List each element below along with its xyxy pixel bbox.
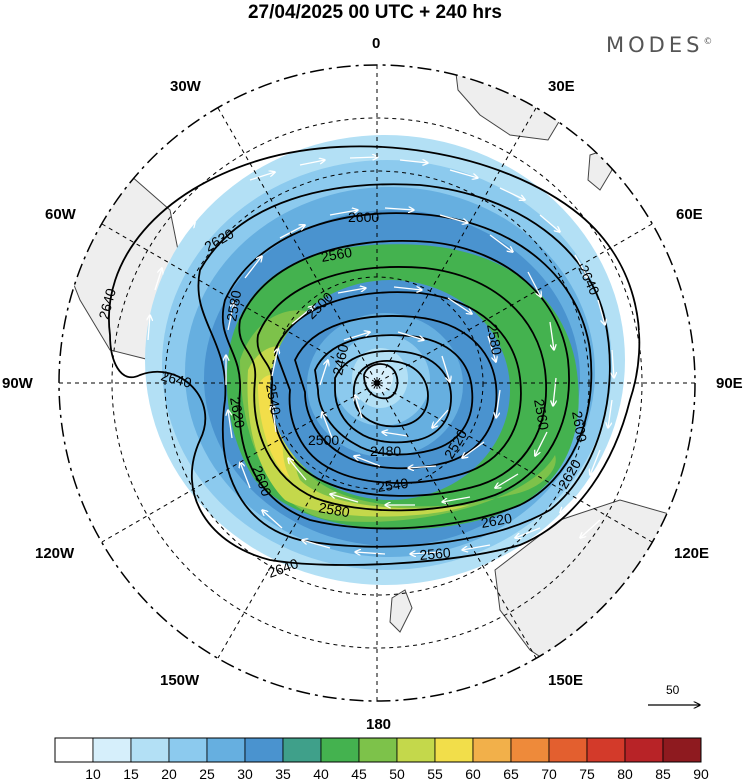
lon-label-150e: 150E — [548, 672, 584, 689]
lon-label-90w: 90W — [2, 375, 33, 392]
contour-2540 — [274, 291, 522, 484]
colorbar-tick-label: 70 — [541, 766, 557, 782]
height-contours — [108, 145, 641, 566]
colorbar-cell — [320, 737, 360, 763]
colorbar-cell — [282, 737, 322, 763]
contour-label: 2560 — [531, 398, 552, 432]
brand-logo: MODES© — [606, 33, 712, 57]
contour-label: 2560 — [419, 544, 452, 563]
colorbar-tick-label: 10 — [85, 766, 101, 782]
colorbar-cell — [130, 737, 170, 763]
lon-label-120e: 120E — [674, 545, 710, 562]
contour-label: 2600 — [569, 410, 590, 444]
lon-label-120w: 120W — [35, 545, 75, 562]
copyright-mark: © — [703, 37, 713, 47]
colorbar-cell — [54, 737, 94, 763]
colorbar-tick-label: 45 — [351, 766, 367, 782]
colorbar-cell — [206, 737, 246, 763]
colorbar-tick-label: 60 — [465, 766, 481, 782]
colorbar-frame — [54, 737, 702, 763]
colorbar-cell — [548, 737, 588, 763]
contour-2460 — [352, 360, 429, 428]
map-boundary — [58, 64, 696, 702]
lon-label-180: 180 — [366, 716, 392, 733]
contour-label: 2500 — [308, 432, 339, 448]
colorbar-tick-label: 30 — [237, 766, 253, 782]
contour-label: 2460 — [329, 343, 351, 377]
contour-label: 2560 — [320, 244, 354, 265]
colorbar-tick-label: 90 — [693, 766, 709, 782]
map-title: 27/04/2025 00 UTC + 240 hrs — [247, 2, 503, 23]
colorbar-tick-label: 20 — [161, 766, 177, 782]
contour-2440 — [363, 363, 399, 400]
reference-vector-label: 50 — [666, 683, 680, 697]
colorbar-tick-label: 80 — [617, 766, 633, 782]
brand-text: MODES — [606, 33, 704, 57]
contour-label: 2540 — [263, 383, 284, 417]
colorbar-cell — [662, 737, 702, 763]
colorbar-tick-label: 25 — [199, 766, 215, 782]
colorbar-tick-label: 55 — [427, 766, 443, 782]
contour-2500 — [314, 334, 474, 456]
contour-label: 2640 — [95, 286, 119, 320]
colorbar-cell — [472, 737, 512, 763]
colorbar-cell — [396, 737, 436, 763]
colorbar-tick-label: 75 — [579, 766, 595, 782]
wind-vectors — [148, 157, 644, 554]
lon-label-150w: 150W — [160, 672, 200, 689]
contour-label: 2580 — [317, 499, 351, 520]
colorbar-cell — [358, 737, 398, 763]
colorbar — [54, 737, 702, 763]
colorbar-tick-label: 15 — [123, 766, 139, 782]
lon-label-60w: 60W — [45, 206, 76, 223]
lon-label-90e: 90E — [716, 375, 743, 392]
lon-label-0: 0 — [372, 35, 381, 52]
contour-label: 2480 — [370, 443, 401, 459]
contour-label: 2580 — [223, 289, 244, 323]
contour-label: 2540 — [376, 475, 409, 495]
south-pole-marker — [374, 380, 380, 386]
colorbar-cell — [586, 737, 626, 763]
contour-label: 2620 — [227, 396, 248, 430]
new-zealand-land — [389, 589, 413, 633]
contour-2580 — [238, 239, 570, 512]
contour-label-group: 2600 2620 2640 2640 2640 2640 2560 2500 … — [95, 209, 603, 581]
lon-label-30w: 30W — [170, 78, 201, 95]
graticule — [59, 65, 695, 701]
colorbar-cell — [434, 737, 474, 763]
colorbar-tick-label: 85 — [655, 766, 671, 782]
colorbar-cell — [510, 737, 550, 763]
contour-label: 2640 — [159, 367, 193, 391]
wind-speed-shading — [145, 135, 625, 585]
contour-2520 — [294, 315, 498, 470]
contour-label: 2620 — [480, 510, 514, 531]
contour-label: 2580 — [484, 323, 505, 357]
colorbar-cell — [92, 737, 132, 763]
lon-label-30e: 30E — [548, 78, 575, 95]
contour-2480 — [334, 350, 452, 444]
colorbar-cell — [244, 737, 284, 763]
colorbar-cell — [168, 737, 208, 763]
lon-label-60e: 60E — [676, 206, 703, 223]
contour-2600 — [221, 212, 593, 530]
colorbar-tick-label: 40 — [313, 766, 329, 782]
contour-label: 2600 — [348, 209, 379, 225]
colorbar-cell — [624, 737, 664, 763]
contour-2620 — [197, 183, 611, 548]
colorbar-tick-label: 65 — [503, 766, 519, 782]
colorbar-tick-label: 50 — [389, 766, 405, 782]
colorbar-tick-label: 35 — [275, 766, 291, 782]
